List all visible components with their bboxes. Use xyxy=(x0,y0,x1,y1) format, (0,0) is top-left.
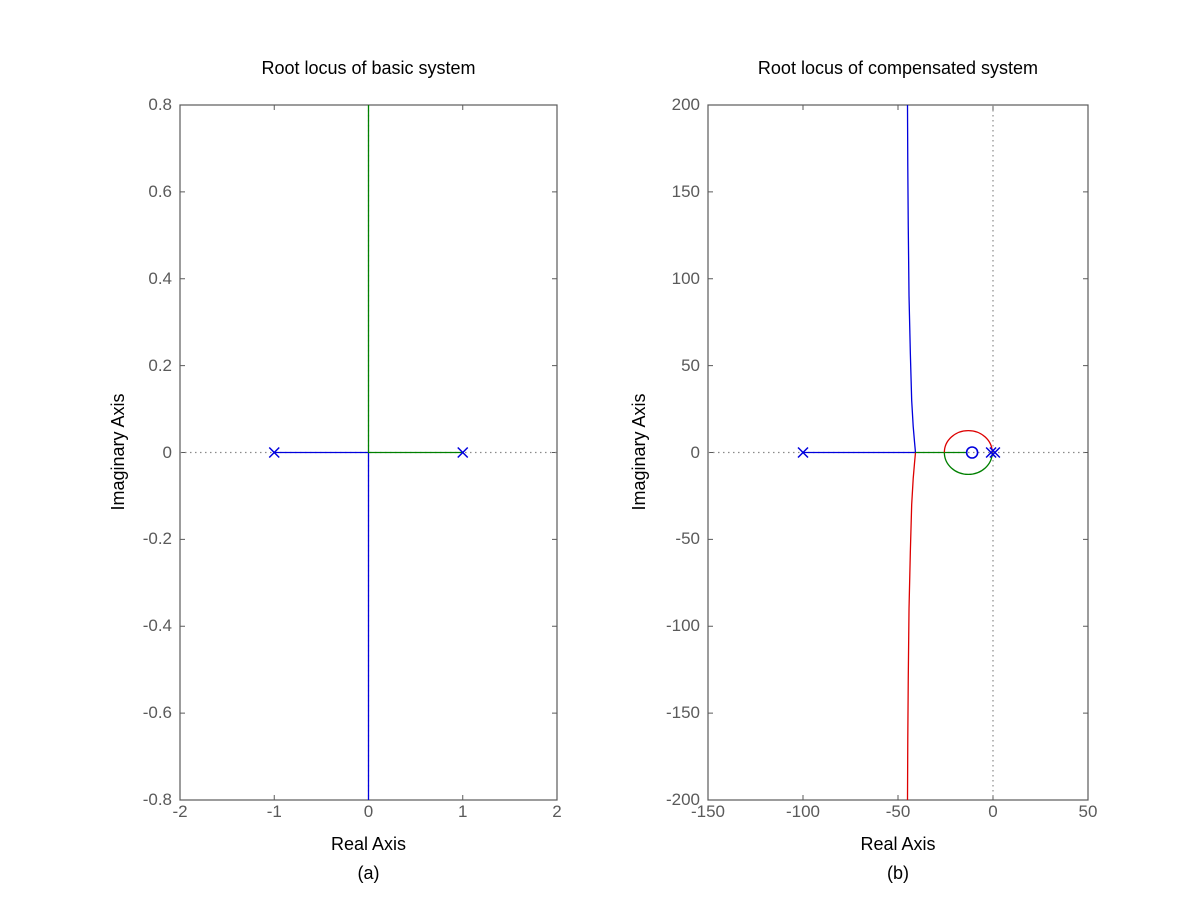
y-tick-label: 0.6 xyxy=(148,181,172,201)
y-tick-label: 0.2 xyxy=(148,355,172,375)
branch-from-pole-plus1 xyxy=(367,105,463,454)
y-tick-label: 0.8 xyxy=(148,95,172,114)
y-tick-label: -0.2 xyxy=(142,529,172,549)
x-tick-label: 0 xyxy=(363,802,374,821)
locus-circle-upper-half xyxy=(943,430,993,453)
right-plot-xlabel: Real Axis xyxy=(860,834,936,854)
pole-marker-x xyxy=(985,446,997,459)
y-tick-label: -0.8 xyxy=(142,790,172,809)
x-tick-label: 1 xyxy=(458,802,468,821)
y-tick-label: 150 xyxy=(671,181,700,201)
y-tick-label: -50 xyxy=(675,529,700,549)
pole-marker-x xyxy=(797,446,809,459)
y-tick-label: 0 xyxy=(162,442,172,462)
y-tick-label: 50 xyxy=(681,355,700,375)
y-tick-label: -100 xyxy=(665,616,700,636)
pole-marker-x xyxy=(457,446,469,459)
right-plot-sublabel: (b) xyxy=(887,863,909,883)
x-tick-label: -50 xyxy=(885,802,911,821)
branch-downward xyxy=(906,452,917,801)
left-plot-sublabel: (a) xyxy=(357,863,380,883)
x-tick-label: -1 xyxy=(266,802,282,821)
branch-from-pole-minus1 xyxy=(274,451,370,800)
pole-marker-x xyxy=(268,446,280,459)
y-tick-label: 0 xyxy=(690,442,700,462)
x-tick-label: -150 xyxy=(690,802,726,821)
x-tick-label: 2 xyxy=(552,802,562,821)
x-tick-label: -2 xyxy=(172,802,188,821)
y-tick-label: -200 xyxy=(665,790,700,809)
y-tick-label: -150 xyxy=(665,703,700,723)
y-tick-label: 100 xyxy=(671,268,700,288)
y-tick-label: 0.4 xyxy=(148,268,172,288)
pole-marker-x xyxy=(989,446,1001,459)
left-plot-title: Root locus of basic system xyxy=(261,58,476,78)
y-tick-label: -0.6 xyxy=(142,703,172,723)
y-tick-label: 200 xyxy=(671,95,700,114)
x-tick-label: 0 xyxy=(988,802,998,821)
x-tick-label: -100 xyxy=(785,802,821,821)
right-plot-title: Root locus of compensated system xyxy=(757,58,1039,78)
left-plot-xlabel: Real Axis xyxy=(330,834,407,854)
x-tick-label: 50 xyxy=(1078,802,1098,821)
zero-marker-o xyxy=(965,446,979,459)
locus-circle-lower-half xyxy=(943,452,993,475)
y-tick-label: -0.4 xyxy=(142,616,172,636)
branch-from-pole-minus100-upward xyxy=(803,104,917,454)
